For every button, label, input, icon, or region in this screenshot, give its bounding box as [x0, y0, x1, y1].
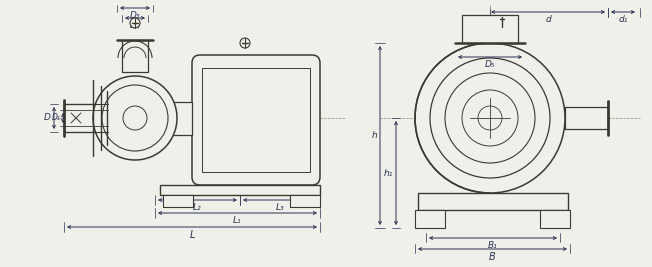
- Circle shape: [130, 18, 140, 28]
- Bar: [418, 193, 568, 210]
- Text: L₁: L₁: [233, 216, 242, 225]
- Text: D₂: D₂: [450, 132, 460, 140]
- Text: D₄: D₄: [130, 21, 140, 30]
- Circle shape: [123, 106, 147, 130]
- Text: d: d: [545, 15, 551, 24]
- Bar: [202, 68, 310, 172]
- Text: L₃: L₃: [276, 203, 284, 212]
- Circle shape: [430, 58, 550, 178]
- Circle shape: [93, 76, 177, 160]
- Text: B: B: [489, 252, 496, 262]
- Bar: [64, 104, 108, 132]
- Bar: [540, 210, 570, 228]
- Text: L₂: L₂: [193, 203, 202, 212]
- Circle shape: [462, 90, 518, 146]
- Bar: [163, 195, 193, 207]
- Text: L: L: [189, 230, 195, 240]
- Circle shape: [415, 43, 565, 193]
- Text: D₁: D₁: [52, 113, 61, 123]
- Text: D: D: [44, 113, 51, 123]
- Bar: [160, 185, 320, 195]
- Text: 上海
企业: 上海 企业: [464, 107, 476, 129]
- Bar: [462, 15, 518, 43]
- Text: h₁: h₁: [383, 168, 393, 178]
- Bar: [415, 210, 445, 228]
- Text: h: h: [371, 131, 377, 140]
- Circle shape: [478, 106, 502, 130]
- Text: d₁: d₁: [618, 15, 628, 24]
- Text: D₃: D₃: [130, 11, 140, 20]
- Bar: [565, 107, 608, 129]
- Bar: [122, 40, 148, 72]
- Text: D₅: D₅: [484, 60, 496, 69]
- Circle shape: [445, 73, 535, 163]
- Text: B₁: B₁: [488, 241, 498, 250]
- Text: 上海
企业: 上海 企业: [174, 107, 186, 129]
- Bar: [155, 102, 192, 135]
- Circle shape: [240, 38, 250, 48]
- FancyBboxPatch shape: [192, 55, 320, 185]
- Circle shape: [102, 85, 168, 151]
- Bar: [290, 195, 320, 207]
